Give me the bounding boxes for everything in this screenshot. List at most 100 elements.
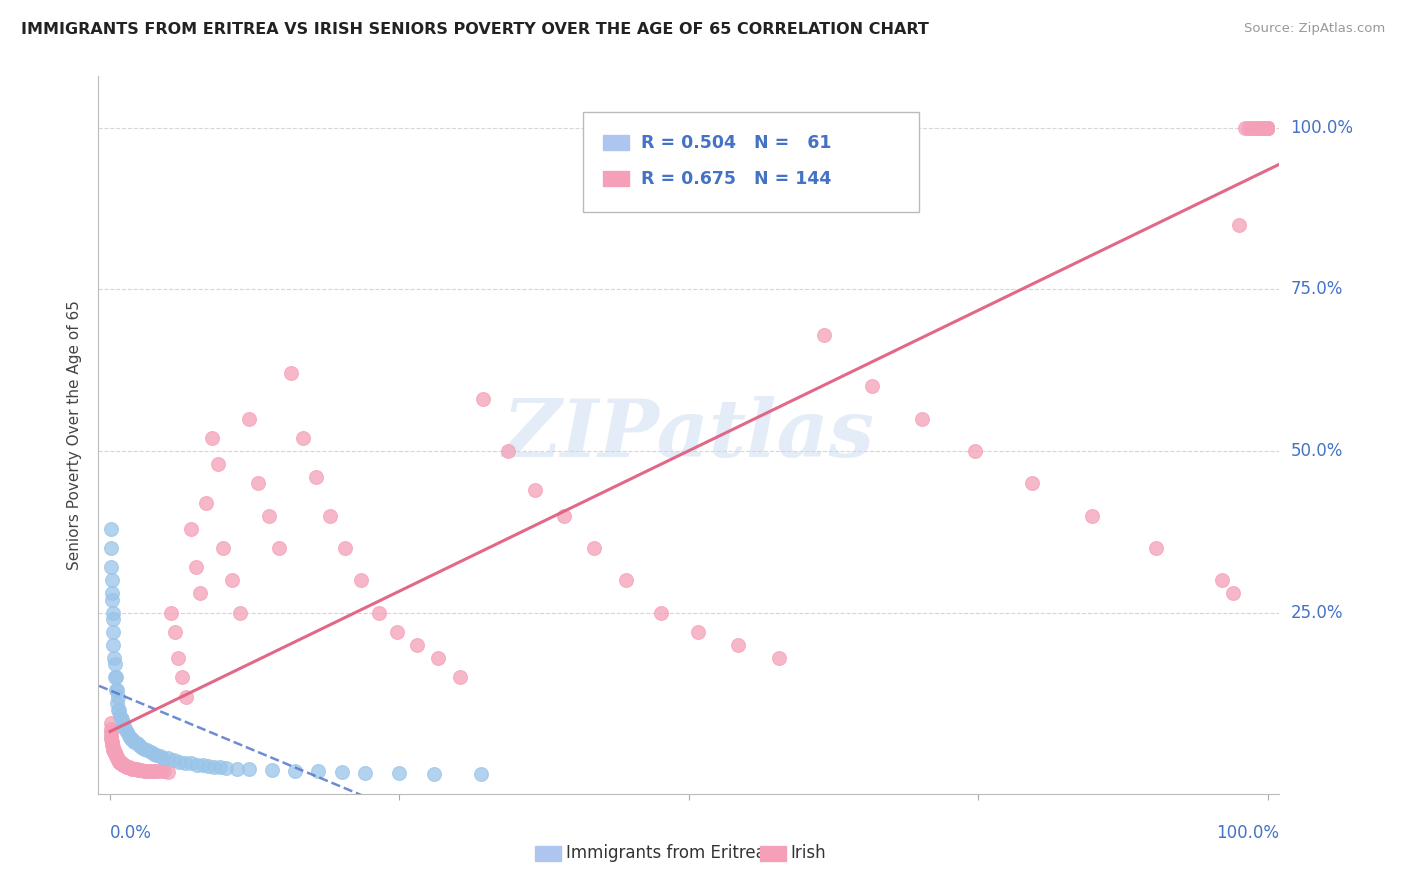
- Point: [100, 735, 122, 749]
- Point: [110, 713, 132, 727]
- Point: [105, 696, 128, 710]
- Point: [152, 750, 174, 764]
- Point: [101, 592, 124, 607]
- Point: [101, 612, 124, 626]
- Point: [1256, 120, 1278, 135]
- Point: [201, 431, 224, 445]
- Point: [1246, 120, 1268, 135]
- Bar: [759, 846, 786, 862]
- Point: [247, 476, 270, 491]
- Point: [180, 756, 202, 771]
- Bar: [603, 170, 628, 186]
- Point: [1256, 120, 1278, 135]
- Point: [122, 762, 145, 776]
- Text: Irish: Irish: [790, 844, 827, 862]
- Point: [104, 683, 127, 698]
- Point: [145, 747, 167, 762]
- Point: [139, 764, 162, 778]
- Point: [1256, 120, 1278, 135]
- Text: 75.0%: 75.0%: [1291, 280, 1343, 298]
- Point: [160, 606, 183, 620]
- FancyBboxPatch shape: [582, 112, 920, 212]
- Point: [107, 752, 129, 766]
- Point: [202, 760, 225, 774]
- Point: [100, 722, 122, 736]
- Text: 0.0%: 0.0%: [110, 824, 152, 842]
- Point: [1244, 120, 1267, 135]
- Point: [101, 606, 124, 620]
- Point: [115, 759, 138, 773]
- Point: [101, 740, 124, 755]
- Point: [305, 470, 328, 484]
- Point: [105, 750, 128, 764]
- Point: [498, 444, 520, 458]
- Point: [117, 760, 139, 774]
- Point: [103, 625, 125, 640]
- Point: [163, 625, 186, 640]
- Point: [124, 735, 146, 749]
- Point: [149, 749, 172, 764]
- Point: [100, 574, 122, 588]
- Point: [1237, 120, 1260, 135]
- Point: [1256, 120, 1278, 135]
- Point: [110, 756, 132, 770]
- Point: [226, 762, 249, 776]
- Point: [174, 756, 197, 770]
- Point: [100, 725, 122, 739]
- Y-axis label: Seniors Poverty Over the Age of 65: Seniors Poverty Over the Age of 65: [67, 300, 83, 570]
- Point: [120, 731, 142, 746]
- Point: [1249, 120, 1271, 135]
- Point: [1256, 120, 1278, 135]
- Point: [228, 606, 250, 620]
- Point: [112, 758, 135, 772]
- Point: [125, 736, 148, 750]
- Point: [186, 757, 208, 772]
- Point: [267, 541, 290, 555]
- Point: [107, 690, 129, 704]
- Point: [333, 541, 356, 555]
- Point: [449, 670, 471, 684]
- Point: [105, 751, 128, 765]
- Point: [1256, 120, 1278, 135]
- Text: ZIPatlas: ZIPatlas: [503, 396, 875, 474]
- Point: [111, 715, 134, 730]
- Point: [104, 670, 127, 684]
- Bar: [603, 135, 628, 151]
- Point: [104, 749, 127, 764]
- Point: [129, 763, 152, 777]
- Point: [184, 560, 207, 574]
- Point: [143, 764, 166, 779]
- Point: [1256, 120, 1278, 135]
- Point: [388, 766, 411, 780]
- Point: [426, 651, 449, 665]
- Point: [1256, 120, 1278, 135]
- Point: [1241, 120, 1264, 135]
- Point: [110, 709, 132, 723]
- Point: [103, 743, 125, 757]
- Point: [1256, 120, 1278, 135]
- Point: [180, 522, 202, 536]
- Point: [1256, 120, 1278, 135]
- Point: [100, 560, 122, 574]
- Point: [1253, 120, 1275, 135]
- Point: [727, 638, 749, 652]
- Point: [149, 764, 172, 779]
- Point: [136, 743, 159, 757]
- Point: [136, 764, 159, 778]
- Point: [100, 715, 122, 730]
- Point: [104, 670, 127, 684]
- Text: 25.0%: 25.0%: [1291, 604, 1343, 622]
- Point: [101, 586, 124, 600]
- Point: [169, 755, 191, 769]
- Point: [470, 767, 492, 781]
- Point: [100, 522, 122, 536]
- Point: [1021, 476, 1043, 491]
- Point: [1256, 120, 1278, 135]
- Point: [112, 757, 135, 772]
- Point: [319, 508, 342, 523]
- Text: R = 0.675   N = 144: R = 0.675 N = 144: [641, 169, 831, 187]
- Text: Immigrants from Eritrea: Immigrants from Eritrea: [567, 844, 766, 862]
- Point: [1256, 120, 1278, 135]
- Point: [101, 739, 124, 753]
- Point: [139, 745, 162, 759]
